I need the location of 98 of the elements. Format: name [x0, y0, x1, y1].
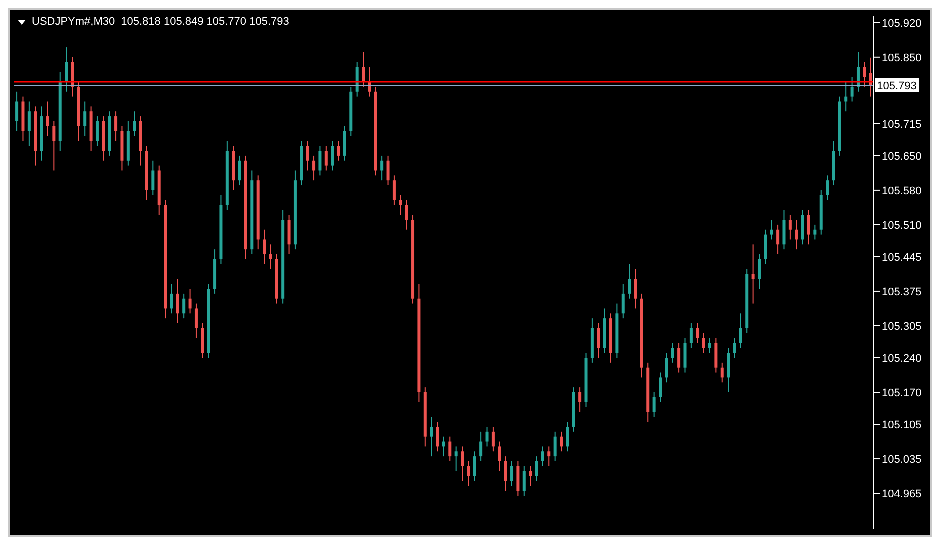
chart-title: USDJPYm#,M30 [32, 16, 116, 28]
candlestick [492, 426, 495, 452]
candlestick [548, 446, 551, 467]
candlestick [826, 175, 830, 201]
candlestick [176, 278, 180, 324]
candlestick [720, 362, 724, 384]
candlestick [566, 422, 570, 452]
candlestick [535, 456, 538, 482]
candlestick [795, 220, 798, 250]
candlestick [188, 288, 192, 314]
candlestick [708, 338, 712, 354]
candlestick [690, 323, 693, 349]
candlestick [696, 323, 700, 344]
candlestick [182, 293, 186, 320]
candlestick [776, 224, 780, 256]
candlestick [238, 155, 242, 186]
candlestick [814, 224, 817, 240]
candlestick [480, 431, 483, 462]
candlestick [16, 91, 19, 132]
candlestick [850, 76, 854, 102]
candlestick [386, 155, 390, 186]
candlestick [399, 194, 402, 216]
candlestick [337, 140, 340, 162]
candlestick [84, 101, 87, 137]
candlestick [504, 456, 508, 492]
candlestick [659, 372, 662, 403]
y-tick-label: 105.920 [882, 18, 922, 30]
candlestick [739, 313, 742, 349]
candlestick [678, 342, 681, 374]
candlestick [473, 451, 476, 482]
candlestick [306, 140, 310, 172]
candlestick [133, 111, 136, 137]
y-tick-label: 105.035 [882, 454, 922, 466]
candlestick [628, 264, 632, 300]
candlestick [194, 303, 198, 339]
y-tick-label: 105.510 [882, 220, 922, 232]
candlestick [752, 244, 755, 304]
candlestick [65, 47, 68, 92]
ref-line-label: 105.793 [877, 80, 917, 92]
y-tick-label: 105.240 [882, 352, 922, 365]
candlestick [622, 284, 625, 320]
candlestick [554, 431, 557, 462]
candlestick [52, 120, 56, 172]
y-tick-label: 105.650 [882, 150, 922, 163]
y-tick-label: 105.850 [882, 52, 922, 64]
candlestick [269, 244, 272, 270]
candlestick [448, 436, 452, 462]
candlestick [529, 466, 532, 487]
y-tick-label: 105.170 [882, 387, 922, 400]
candlestick [442, 436, 446, 458]
candlestick [380, 155, 384, 182]
candlestick [522, 466, 526, 496]
candlestick [758, 254, 761, 290]
y-tick-label: 104.965 [882, 488, 922, 500]
candlestick [807, 210, 810, 246]
candlestick [331, 140, 334, 172]
candlestick [28, 101, 31, 147]
candlestick [436, 422, 440, 452]
candlestick [430, 416, 434, 458]
y-tick-label: 105.715 [882, 118, 922, 131]
candlestick [770, 220, 774, 240]
candlestick [652, 392, 656, 418]
candlestick [702, 332, 706, 354]
candlestick [486, 426, 489, 448]
candlestick [665, 352, 668, 384]
candlestick [46, 101, 50, 137]
candlestick [560, 431, 564, 452]
candlestick [114, 111, 118, 142]
candlestick [498, 441, 502, 472]
candlestick [263, 229, 266, 265]
chart-subtitle: 105.818 105.849 105.770 105.793 [121, 16, 290, 28]
candlestick [461, 446, 464, 482]
candlestick [318, 146, 322, 176]
y-tick-label: 105.105 [882, 419, 922, 432]
candlestick [578, 387, 582, 413]
candlestick [844, 82, 848, 112]
y-tick-label: 105.445 [882, 252, 922, 264]
candlestick [405, 200, 408, 230]
candlestick [597, 323, 600, 358]
candlestick [634, 268, 638, 310]
candlestick [362, 52, 366, 88]
candlestick [510, 460, 514, 487]
candlestick [324, 146, 328, 172]
candlestick [788, 214, 792, 240]
candlestick [392, 175, 396, 206]
candlestick [312, 155, 316, 182]
candlestick [467, 460, 470, 487]
y-tick-label: 105.305 [882, 320, 922, 333]
y-tick-label: 105.580 [882, 185, 922, 198]
candlestick [733, 338, 736, 358]
candlestick [541, 446, 544, 467]
candlestick [454, 446, 458, 472]
candlestick [671, 342, 674, 364]
candlestick [152, 160, 155, 196]
candlestick [170, 284, 174, 314]
y-tick-label: 105.375 [882, 286, 922, 298]
candlestick [863, 62, 866, 88]
candlestick [96, 116, 99, 147]
